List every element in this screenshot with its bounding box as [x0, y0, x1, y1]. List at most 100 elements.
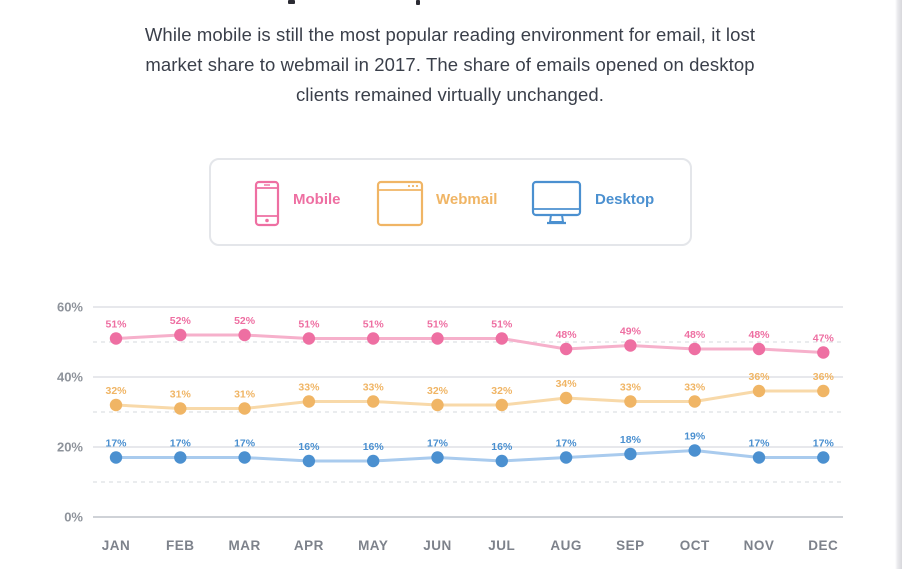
data-point-mobile	[174, 328, 187, 342]
series-mobile: 51% 52% 52% 51% 51% 51% 51% 48% 49% 48% 48% 47%	[105, 315, 834, 359]
y-tick-label: 40%	[57, 370, 83, 385]
x-tick-label: OCT	[680, 538, 710, 553]
data-label-mobile: 48%	[748, 329, 770, 341]
page-edge-shadow	[895, 0, 902, 569]
data-label-mobile: 51%	[363, 319, 385, 331]
data-label-webmail: 31%	[170, 389, 192, 401]
data-label-desktop: 17%	[748, 438, 770, 450]
chart-legend: Mobile Webmail Desktop	[209, 158, 692, 246]
data-point-mobile	[431, 332, 444, 345]
data-label-mobile: 49%	[620, 326, 642, 338]
data-point-webmail	[752, 384, 766, 398]
legend-item-webmail: Webmail	[376, 160, 516, 244]
data-label-webmail: 32%	[491, 385, 513, 397]
data-label-webmail: 31%	[234, 389, 256, 401]
data-label-mobile: 48%	[684, 329, 706, 341]
data-point-desktop	[752, 451, 766, 464]
data-point-desktop	[238, 451, 251, 464]
data-point-desktop	[559, 451, 573, 464]
data-label-desktop: 16%	[363, 441, 385, 453]
browser-window-icon	[376, 180, 424, 227]
y-tick-label: 0%	[64, 510, 83, 525]
data-point-mobile	[302, 332, 316, 345]
x-tick-label: JUN	[423, 538, 452, 553]
data-point-desktop	[817, 451, 830, 464]
data-label-mobile: 51%	[105, 319, 127, 331]
cropped-heading-fragment	[0, 0, 902, 8]
data-label-webmail: 33%	[620, 382, 642, 394]
data-point-mobile	[559, 342, 573, 356]
intro-line-3: clients remained virtually unchanged.	[295, 84, 605, 105]
data-point-mobile	[817, 346, 830, 359]
x-tick-label: AUG	[550, 538, 582, 553]
data-point-mobile	[367, 332, 380, 345]
data-label-webmail: 34%	[556, 378, 578, 390]
data-label-desktop: 17%	[234, 438, 256, 450]
series-line-mobile	[114, 333, 825, 354]
x-tick-label: MAY	[358, 538, 388, 553]
x-tick-label: JAN	[102, 538, 131, 553]
data-point-desktop	[688, 444, 701, 457]
data-point-desktop	[431, 451, 444, 464]
data-label-mobile: 52%	[234, 315, 256, 327]
data-point-webmail	[109, 398, 123, 412]
legend-item-desktop: Desktop	[531, 160, 671, 244]
data-point-webmail	[559, 391, 573, 405]
data-point-mobile	[752, 342, 766, 356]
chart-grid	[93, 306, 843, 518]
intro-line-1: While mobile is still the most popular r…	[144, 24, 756, 45]
monitor-icon	[531, 180, 582, 225]
data-label-webmail: 32%	[427, 385, 449, 397]
y-axis-ticks: 0% 20% 40% 60%	[57, 300, 83, 525]
data-point-desktop	[109, 451, 123, 464]
data-label-desktop: 17%	[813, 438, 835, 450]
legend-label-desktop: Desktop	[595, 191, 655, 208]
data-label-desktop: 18%	[620, 434, 642, 446]
data-point-webmail	[174, 402, 187, 415]
data-label-desktop: 16%	[298, 441, 320, 453]
legend-label-webmail: Webmail	[436, 191, 498, 208]
data-label-desktop: 17%	[427, 438, 449, 450]
data-label-webmail: 36%	[748, 371, 770, 383]
legend-item-mobile: Mobile	[251, 160, 361, 244]
data-point-mobile	[238, 328, 251, 342]
x-tick-label: APR	[294, 538, 324, 553]
data-label-webmail: 36%	[813, 371, 835, 383]
data-label-mobile: 51%	[298, 319, 320, 331]
data-label-desktop: 19%	[684, 431, 706, 443]
series-line-webmail	[114, 389, 825, 410]
data-label-webmail: 33%	[298, 382, 320, 394]
data-point-mobile	[624, 339, 637, 352]
data-label-desktop: 17%	[556, 438, 578, 450]
y-tick-label: 60%	[57, 300, 83, 315]
x-axis-ticks: JAN FEB MAR APR MAY JUN JUL AUG SEP OCT NOV DEC	[102, 538, 838, 553]
chart-series: 51% 52% 52% 51% 51% 51% 51% 48% 49% 48% 48% 47% 32% 3…	[105, 315, 835, 468]
intro-line-2: market share to webmail in 2017. The sha…	[145, 54, 755, 75]
data-point-desktop	[495, 454, 508, 468]
data-label-mobile: 47%	[813, 333, 835, 345]
data-point-webmail	[688, 395, 701, 408]
series-line-desktop	[114, 449, 825, 463]
data-point-webmail	[624, 395, 637, 408]
data-label-desktop: 17%	[170, 438, 192, 450]
data-label-mobile: 51%	[491, 319, 513, 331]
x-tick-label: DEC	[808, 538, 838, 553]
data-point-mobile	[109, 332, 123, 345]
data-point-webmail	[495, 398, 508, 412]
data-label-mobile: 52%	[170, 315, 192, 327]
data-point-webmail	[302, 395, 316, 408]
data-point-webmail	[367, 395, 380, 408]
data-point-webmail	[238, 402, 251, 415]
data-label-desktop: 16%	[491, 441, 513, 453]
data-point-desktop	[367, 454, 380, 468]
data-label-mobile: 51%	[427, 319, 449, 331]
data-point-mobile	[495, 332, 508, 345]
data-label-webmail: 33%	[684, 382, 706, 394]
legend-label-mobile: Mobile	[293, 191, 341, 208]
data-point-desktop	[174, 451, 187, 464]
data-point-desktop	[302, 454, 316, 468]
data-label-mobile: 48%	[556, 329, 578, 341]
data-label-webmail: 32%	[105, 385, 127, 397]
x-tick-label: JUL	[488, 538, 515, 553]
